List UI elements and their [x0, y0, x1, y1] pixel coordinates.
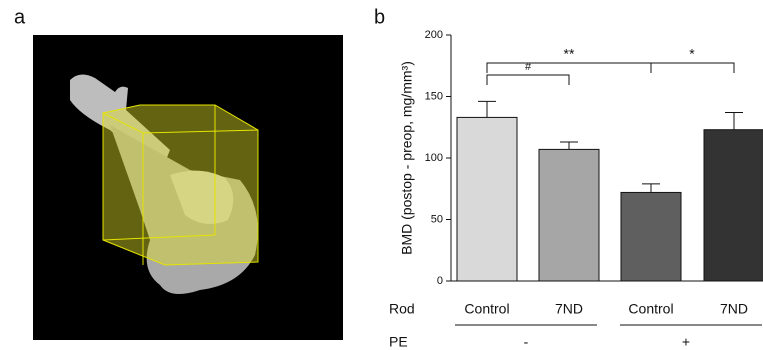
significance-bracket — [487, 75, 569, 85]
bar — [621, 192, 681, 281]
y-tick-label: 200 — [425, 29, 443, 41]
y-tick-label: 50 — [431, 213, 443, 225]
ct-image — [33, 35, 343, 340]
panel-label: a — [14, 6, 26, 28]
y-tick-label: 150 — [425, 90, 443, 102]
significance-bracket — [487, 63, 651, 73]
bar — [539, 149, 599, 281]
x-tick-label: Control — [628, 301, 673, 317]
panel-label: b — [374, 6, 385, 28]
bar — [457, 117, 517, 281]
row-label: Rod — [389, 301, 415, 317]
significance-label: ** — [564, 46, 575, 62]
figure: a b BMD (postop - preop, mg/mm³) Rod PE … — [0, 0, 763, 350]
bar — [704, 130, 763, 281]
significance-label: * — [689, 46, 695, 62]
x-tick-label: 7ND — [555, 301, 583, 317]
roi-box — [103, 105, 258, 265]
group-label: + — [682, 334, 690, 350]
group-label: - — [524, 334, 529, 350]
y-axis-label: BMD (postop - preop, mg/mm³) — [399, 61, 415, 255]
x-tick-label: 7ND — [720, 301, 748, 317]
x-tick-label: Control — [464, 301, 509, 317]
significance-bracket — [651, 63, 734, 73]
y-tick-label: 0 — [437, 275, 443, 287]
y-tick-label: 100 — [425, 152, 443, 164]
row-label: PE — [389, 334, 408, 350]
